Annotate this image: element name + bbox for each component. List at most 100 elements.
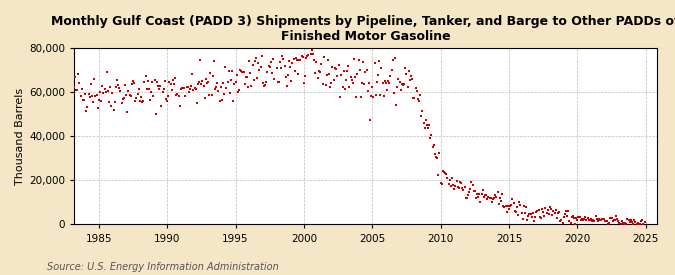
Point	[305, 52, 316, 57]
Point	[232, 90, 243, 94]
Point	[221, 86, 232, 90]
Point	[113, 82, 124, 87]
Point	[596, 218, 607, 222]
Point	[386, 67, 397, 72]
Point	[95, 90, 105, 95]
Point	[119, 96, 130, 100]
Point	[588, 218, 599, 222]
Point	[425, 136, 436, 141]
Point	[171, 93, 182, 97]
Point	[539, 214, 549, 218]
Point	[88, 100, 99, 104]
Point	[634, 222, 645, 227]
Point	[99, 87, 110, 91]
Point	[418, 120, 429, 125]
Point	[356, 94, 367, 99]
Point	[412, 97, 423, 101]
Point	[578, 218, 589, 222]
Point	[524, 212, 535, 216]
Point	[173, 94, 184, 98]
Point	[284, 59, 294, 64]
Point	[164, 79, 175, 84]
Point	[147, 80, 158, 85]
Point	[232, 72, 242, 77]
Point	[549, 210, 560, 215]
Point	[527, 210, 538, 215]
Point	[142, 79, 153, 83]
Point	[523, 214, 534, 218]
Point	[121, 93, 132, 98]
Point	[68, 84, 79, 89]
Point	[454, 186, 464, 190]
Point	[637, 218, 648, 222]
Point	[246, 84, 257, 89]
Point	[157, 90, 168, 95]
Point	[408, 96, 418, 100]
Point	[89, 76, 100, 81]
Point	[487, 200, 497, 204]
Point	[163, 94, 173, 98]
Point	[345, 75, 356, 79]
Point	[283, 73, 294, 78]
Point	[624, 220, 635, 224]
Point	[429, 143, 439, 147]
Point	[520, 205, 531, 209]
Point	[620, 221, 630, 225]
Point	[485, 196, 496, 200]
Point	[568, 215, 579, 220]
Point	[212, 81, 223, 86]
Point	[604, 221, 615, 225]
Point	[148, 93, 159, 98]
Point	[234, 88, 244, 92]
Point	[545, 206, 556, 211]
Point	[300, 74, 310, 78]
Point	[618, 221, 628, 225]
Point	[275, 60, 286, 64]
Point	[167, 78, 178, 82]
Point	[146, 90, 157, 95]
Point	[138, 99, 148, 103]
Point	[590, 214, 601, 218]
Point	[78, 98, 89, 103]
Point	[153, 84, 163, 89]
Point	[540, 206, 551, 211]
Point	[442, 176, 453, 180]
Point	[76, 87, 87, 92]
Point	[464, 190, 475, 194]
Point	[165, 82, 176, 87]
Point	[502, 210, 512, 214]
Point	[169, 82, 180, 87]
Point	[74, 81, 85, 85]
Point	[483, 195, 494, 199]
Point	[508, 201, 519, 206]
Point	[529, 218, 539, 223]
Point	[426, 133, 437, 137]
Point	[457, 186, 468, 191]
Point	[207, 73, 218, 78]
Point	[222, 80, 233, 85]
Point	[272, 80, 283, 84]
Point	[115, 89, 126, 93]
Point	[288, 56, 299, 61]
Point	[403, 69, 414, 74]
Point	[435, 181, 446, 185]
Point	[586, 217, 597, 221]
Point	[497, 192, 508, 196]
Point	[449, 186, 460, 191]
Point	[279, 64, 290, 69]
Point	[215, 85, 226, 90]
Point	[140, 74, 151, 78]
Point	[80, 91, 90, 96]
Point	[180, 94, 191, 99]
Point	[151, 112, 161, 116]
Point	[472, 192, 483, 196]
Point	[492, 190, 503, 195]
Point	[192, 82, 203, 87]
Point	[184, 90, 194, 94]
Point	[614, 221, 625, 225]
Point	[335, 95, 346, 99]
Point	[557, 221, 568, 225]
Point	[109, 100, 120, 104]
Point	[400, 65, 410, 70]
Point	[240, 75, 251, 79]
